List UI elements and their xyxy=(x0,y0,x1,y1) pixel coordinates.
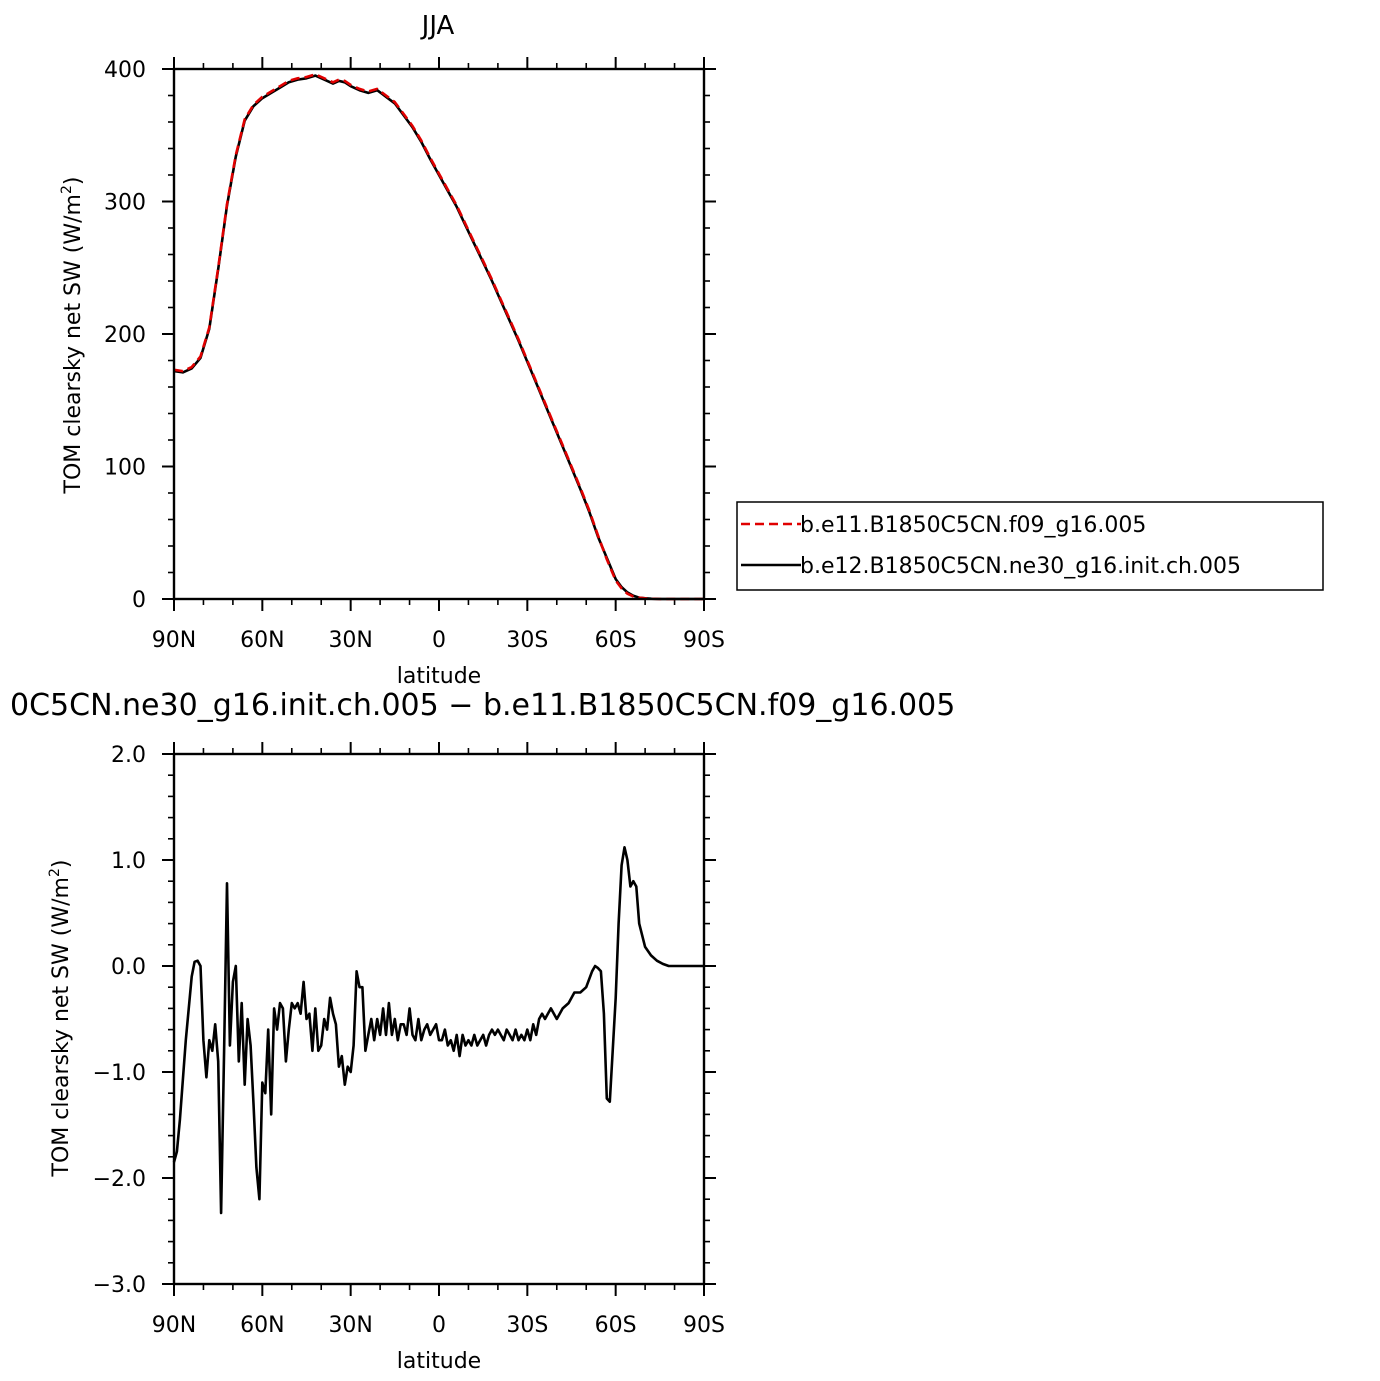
bottom-x-tick-label: 60S xyxy=(595,1313,637,1338)
top-y-tick-label: 300 xyxy=(104,191,146,216)
top-y-axis-label: TOM clearsky net SW (W/m2) xyxy=(59,177,86,495)
bottom-y-tick-label: −1.0 xyxy=(93,1061,146,1086)
bottom-y-tick-label: 2.0 xyxy=(111,743,146,768)
top-x-tick-label: 90N xyxy=(152,628,196,653)
top-x-tick-label: 30S xyxy=(506,628,548,653)
bottom-y-tick-label: −3.0 xyxy=(93,1273,146,1298)
top-series-line-1 xyxy=(173,73,704,601)
bottom-y-axis-label: TOM clearsky net SW (W/m2) xyxy=(47,860,74,1178)
top-x-tick-label: 30N xyxy=(328,628,372,653)
top-axes: 90N 60N 30N 0 30S 60S 90S 0 100 200 300 400 xyxy=(104,57,725,653)
bottom-x-tick-label: 30N xyxy=(328,1313,372,1338)
bottom-axes: 90N 60N 30N 0 30S 60S 90S −3.0 −2.0 −1.0 0.0 1.0 2.0 xyxy=(93,742,725,1338)
top-y-tick-label: 200 xyxy=(104,323,146,348)
legend-box xyxy=(736,501,1324,591)
bottom-y-axis-label-main: TOM clearsky net SW (W/m xyxy=(49,877,74,1177)
bottom-chart-title: 0C5CN.ne30_g16.init.ch.005 − b.e11.B1850… xyxy=(10,688,955,723)
bottom-x-axis-label: latitude xyxy=(397,1349,481,1374)
bottom-y-tick-label: 1.0 xyxy=(111,849,146,874)
top-y-axis-label-main: TOM clearsky net SW (W/m xyxy=(61,194,86,494)
legend: b.e11.B1850C5CN.f09_g16.005 b.e12.B1850C… xyxy=(736,501,1324,591)
top-x-tick-label: 0 xyxy=(432,628,446,653)
bottom-x-tick-label: 60N xyxy=(240,1313,284,1338)
bottom-x-tick-label: 0 xyxy=(432,1313,446,1338)
bottom-series-layer xyxy=(172,845,704,1215)
bottom-y-tick-label: −2.0 xyxy=(93,1167,146,1192)
bottom-panel: 0C5CN.ne30_g16.init.ch.005 − b.e11.B1850… xyxy=(10,688,955,1374)
top-y-tick-label: 0 xyxy=(132,588,146,613)
bottom-x-tick-label: 90N xyxy=(152,1313,196,1338)
top-series-line-2 xyxy=(173,74,704,601)
top-panel: JJA 90N 60N 30N 0 30S 60S 90S 0 100 200 300 400 lat… xyxy=(59,11,1324,689)
bottom-x-tick-label: 30S xyxy=(506,1313,548,1338)
bottom-y-axis-label-sup: 2 xyxy=(47,868,63,877)
bottom-plot-frame xyxy=(172,752,706,1286)
top-y-axis-label-close: ) xyxy=(61,177,86,186)
top-y-axis-label-sup: 2 xyxy=(59,185,75,194)
bottom-x-tick-label: 90S xyxy=(683,1313,725,1338)
top-plot-frame xyxy=(172,67,706,601)
top-y-tick-label: 400 xyxy=(104,58,146,83)
legend-label-series-2: b.e12.B1850C5CN.ne30_g16.init.ch.005 xyxy=(800,554,1241,579)
top-x-tick-label: 60N xyxy=(240,628,284,653)
top-series-layer xyxy=(173,73,704,601)
top-y-tick-label: 100 xyxy=(104,456,146,481)
top-x-axis-label: latitude xyxy=(397,664,481,689)
top-chart-title: JJA xyxy=(420,11,455,41)
top-x-tick-label: 90S xyxy=(683,628,725,653)
bottom-y-tick-label: 0.0 xyxy=(111,955,146,980)
legend-label-series-1: b.e11.B1850C5CN.f09_g16.005 xyxy=(800,513,1146,538)
top-x-tick-label: 60S xyxy=(595,628,637,653)
bottom-y-axis-label-close: ) xyxy=(49,860,74,869)
bottom-series-line-1 xyxy=(172,845,704,1215)
